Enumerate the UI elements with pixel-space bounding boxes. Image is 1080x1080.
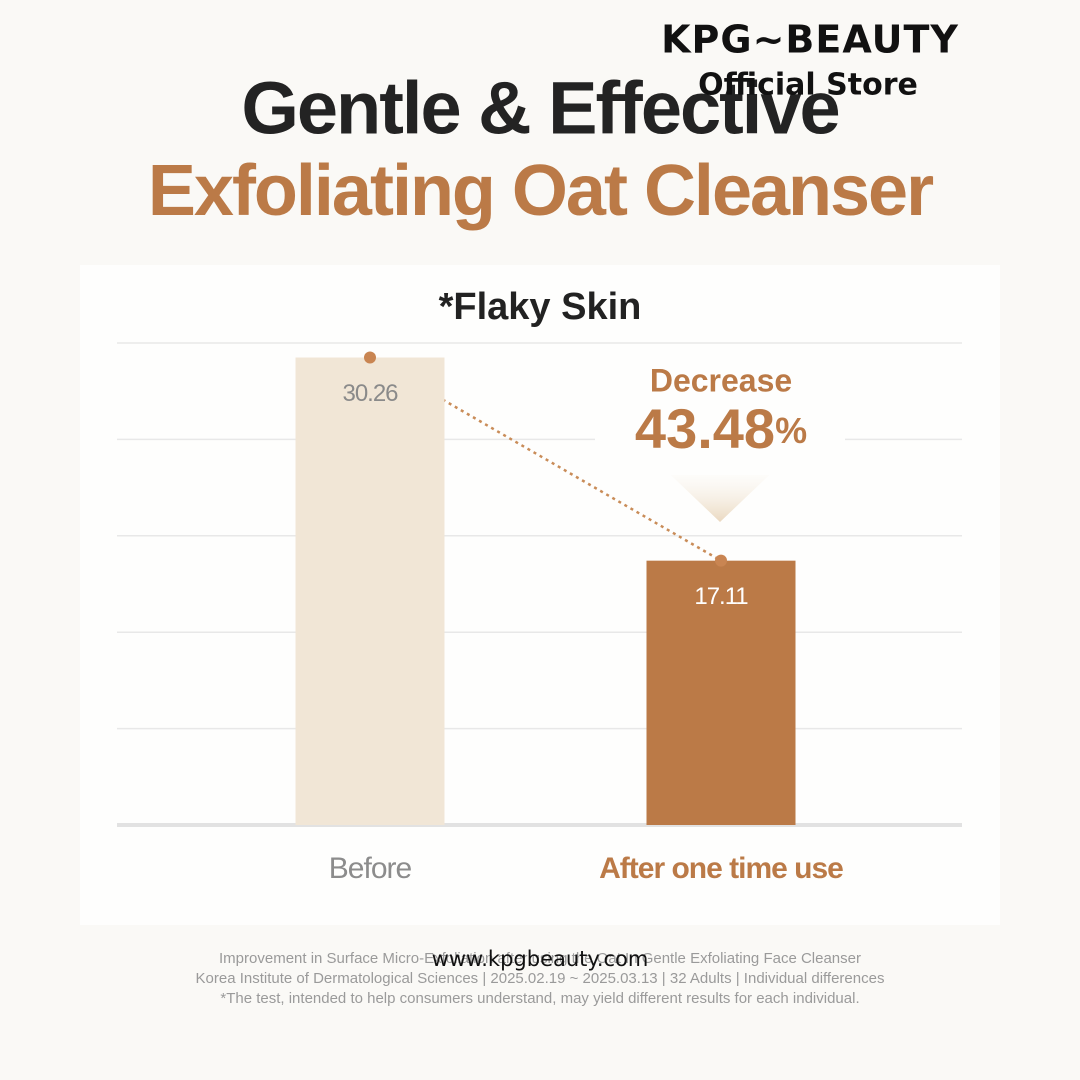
grid — [117, 342, 962, 827]
footnote: Improvement in Surface Micro-Exfoliation… — [219, 950, 861, 967]
decrease-value: 43.48 — [635, 397, 775, 460]
x-tick-label: After one time use — [599, 852, 843, 885]
brand-name: KPG~BEAUTY — [661, 18, 959, 62]
arrow — [655, 460, 785, 522]
title: Gentle & Effective — [241, 67, 838, 150]
chart-title: *Flaky Skin — [439, 286, 642, 328]
subtitle: Exfoliating Oat Cleanser — [148, 151, 933, 231]
footnote: *The test, intended to help consumers un… — [220, 990, 859, 1007]
connector-dot — [364, 351, 376, 364]
footnote: Korea Institute of Dermatological Scienc… — [196, 970, 885, 987]
watermark: www.kpgbeauty.com — [432, 947, 649, 971]
annotation-bg — [595, 365, 845, 475]
decrease-unit: % — [775, 410, 807, 451]
connector-dot — [715, 554, 727, 567]
annotation-value: 43.48% — [635, 397, 807, 460]
bar — [646, 560, 796, 825]
connector — [369, 356, 722, 562]
bar — [295, 357, 445, 825]
annotation-text: Decrease — [650, 362, 792, 398]
x-tick-label: Before — [329, 852, 412, 885]
card — [80, 265, 1000, 925]
brand-subtitle: Official Store — [698, 68, 918, 103]
value-label: 30.26 — [342, 380, 398, 407]
value-label: 17.11 — [694, 583, 748, 610]
